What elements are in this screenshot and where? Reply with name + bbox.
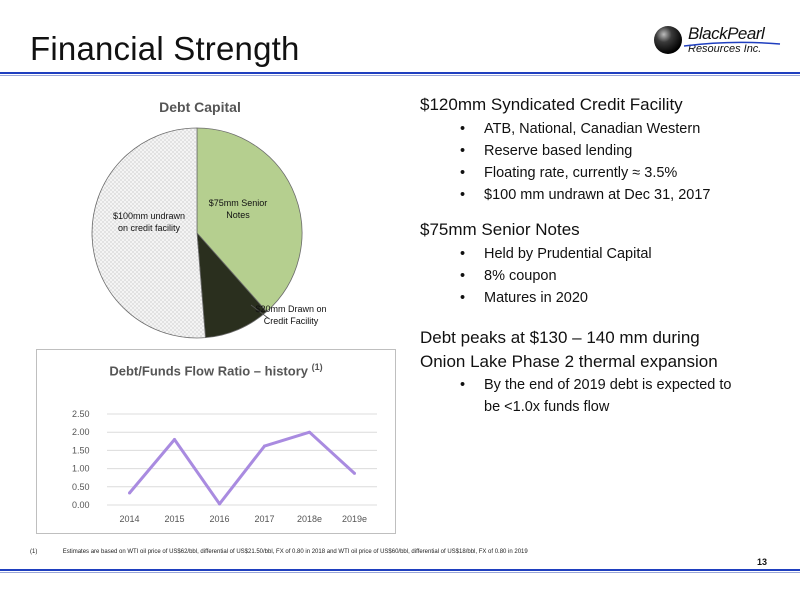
y-tick-label: 1.00 — [72, 464, 90, 474]
pearl-icon — [654, 26, 682, 54]
pie-chart-title: Debt Capital — [159, 99, 241, 115]
pie-leader-line — [250, 304, 269, 319]
data-point — [353, 471, 356, 475]
x-tick-label: 2018e — [297, 514, 322, 524]
data-point — [173, 437, 176, 441]
debt-peak-heading-line1: Debt peaks at $130 – 140 mm during — [420, 328, 700, 347]
data-point — [128, 491, 131, 495]
list-item: Held by Prudential Capital — [420, 243, 780, 265]
y-tick-label: 2.50 — [72, 409, 90, 419]
x-tick-label: 2016 — [209, 514, 229, 524]
data-point — [263, 444, 266, 448]
pie-label-undrawn: $100mm undrawn on credit facility — [112, 211, 186, 233]
footer-rule — [0, 569, 800, 571]
y-tick-label: 1.50 — [72, 445, 90, 455]
line-chart-plot: 0.00 0.50 1.00 1.50 2.00 2.50 2014 2015 2016 2017… — [72, 409, 377, 524]
list-item: By the end of 2019 debt is expected to — [420, 374, 780, 396]
company-logo: BlackPearl Resources Inc. — [650, 18, 781, 66]
header-rule-thin — [0, 75, 800, 76]
logo-swoosh — [683, 41, 781, 47]
pie-chart — [91, 127, 303, 339]
list-item: Floating rate, currently ≈ 3.5% — [420, 162, 780, 184]
list-item: 8% coupon — [420, 265, 780, 287]
data-point — [308, 430, 311, 434]
x-tick-label: 2015 — [164, 514, 184, 524]
x-tick-label: 2014 — [119, 514, 139, 524]
header-rule — [0, 72, 800, 74]
chart-title-note: (1) — [311, 362, 323, 372]
footnote-text: Estimates are based on WTI oil price of … — [62, 549, 528, 555]
senior-notes-heading: $75mm Senior Notes — [420, 220, 580, 239]
y-tick-label: 2.00 — [72, 427, 90, 437]
x-tick-label: 2017 — [254, 514, 274, 524]
data-point — [218, 502, 221, 506]
list-item: ATB, National, Canadian Western — [420, 118, 780, 140]
y-tick-label: 0.00 — [72, 500, 90, 510]
debt-peak-heading-line2: Onion Lake Phase 2 thermal expansion — [420, 352, 718, 371]
x-tick-label: 2019e — [342, 514, 367, 524]
logo-subname: Resources Inc. — [688, 43, 762, 55]
page-title: Financial Strength — [30, 30, 300, 67]
page-number: 13 — [757, 557, 768, 567]
list-item: Matures in 2020 — [420, 287, 780, 309]
footnote-marker: (1) — [30, 549, 38, 555]
senior-notes-bullets: Held by Prudential Capital 8% coupon Mat… — [420, 243, 780, 309]
debt-funds-flow-chart: Debt/Funds Flow Ratio – history (1) 0.00… — [36, 349, 396, 534]
credit-facility-bullets: ATB, National, Canadian Western Reserve … — [420, 118, 780, 206]
series-line — [128, 430, 356, 506]
chart-title: Debt/Funds Flow Ratio – history (1) — [37, 362, 395, 378]
pie-slice-senior-notes — [196, 127, 303, 313]
y-tick-label: 0.50 — [72, 482, 90, 492]
pie-label-drawn: $20mm Drawn on Credit Facility — [255, 304, 327, 326]
list-item: $100 mm undrawn at Dec 31, 2017 — [420, 184, 780, 206]
list-item: Reserve based lending — [420, 140, 780, 162]
logo-name: BlackPearl — [688, 24, 765, 43]
footnote: (1) Estimates are based on WTI oil price… — [30, 549, 528, 555]
chart-title-text: Debt/Funds Flow Ratio – history — [109, 363, 308, 379]
pie-label-senior-notes: $75mm Senior Notes — [208, 198, 268, 220]
footer-rule-thin — [0, 572, 800, 573]
debt-peak-bullets: By the end of 2019 debt is expected to b… — [420, 374, 780, 418]
list-item: be <1.0x funds flow — [484, 399, 610, 415]
pie-slice-undrawn — [91, 127, 206, 339]
debt-peak-heading: Debt peaks at $130 – 140 mm during Onion… — [420, 326, 780, 374]
credit-facility-heading: $120mm Syndicated Credit Facility — [420, 95, 683, 114]
facility-details: $120mm Syndicated Credit Facility ATB, N… — [420, 94, 780, 418]
